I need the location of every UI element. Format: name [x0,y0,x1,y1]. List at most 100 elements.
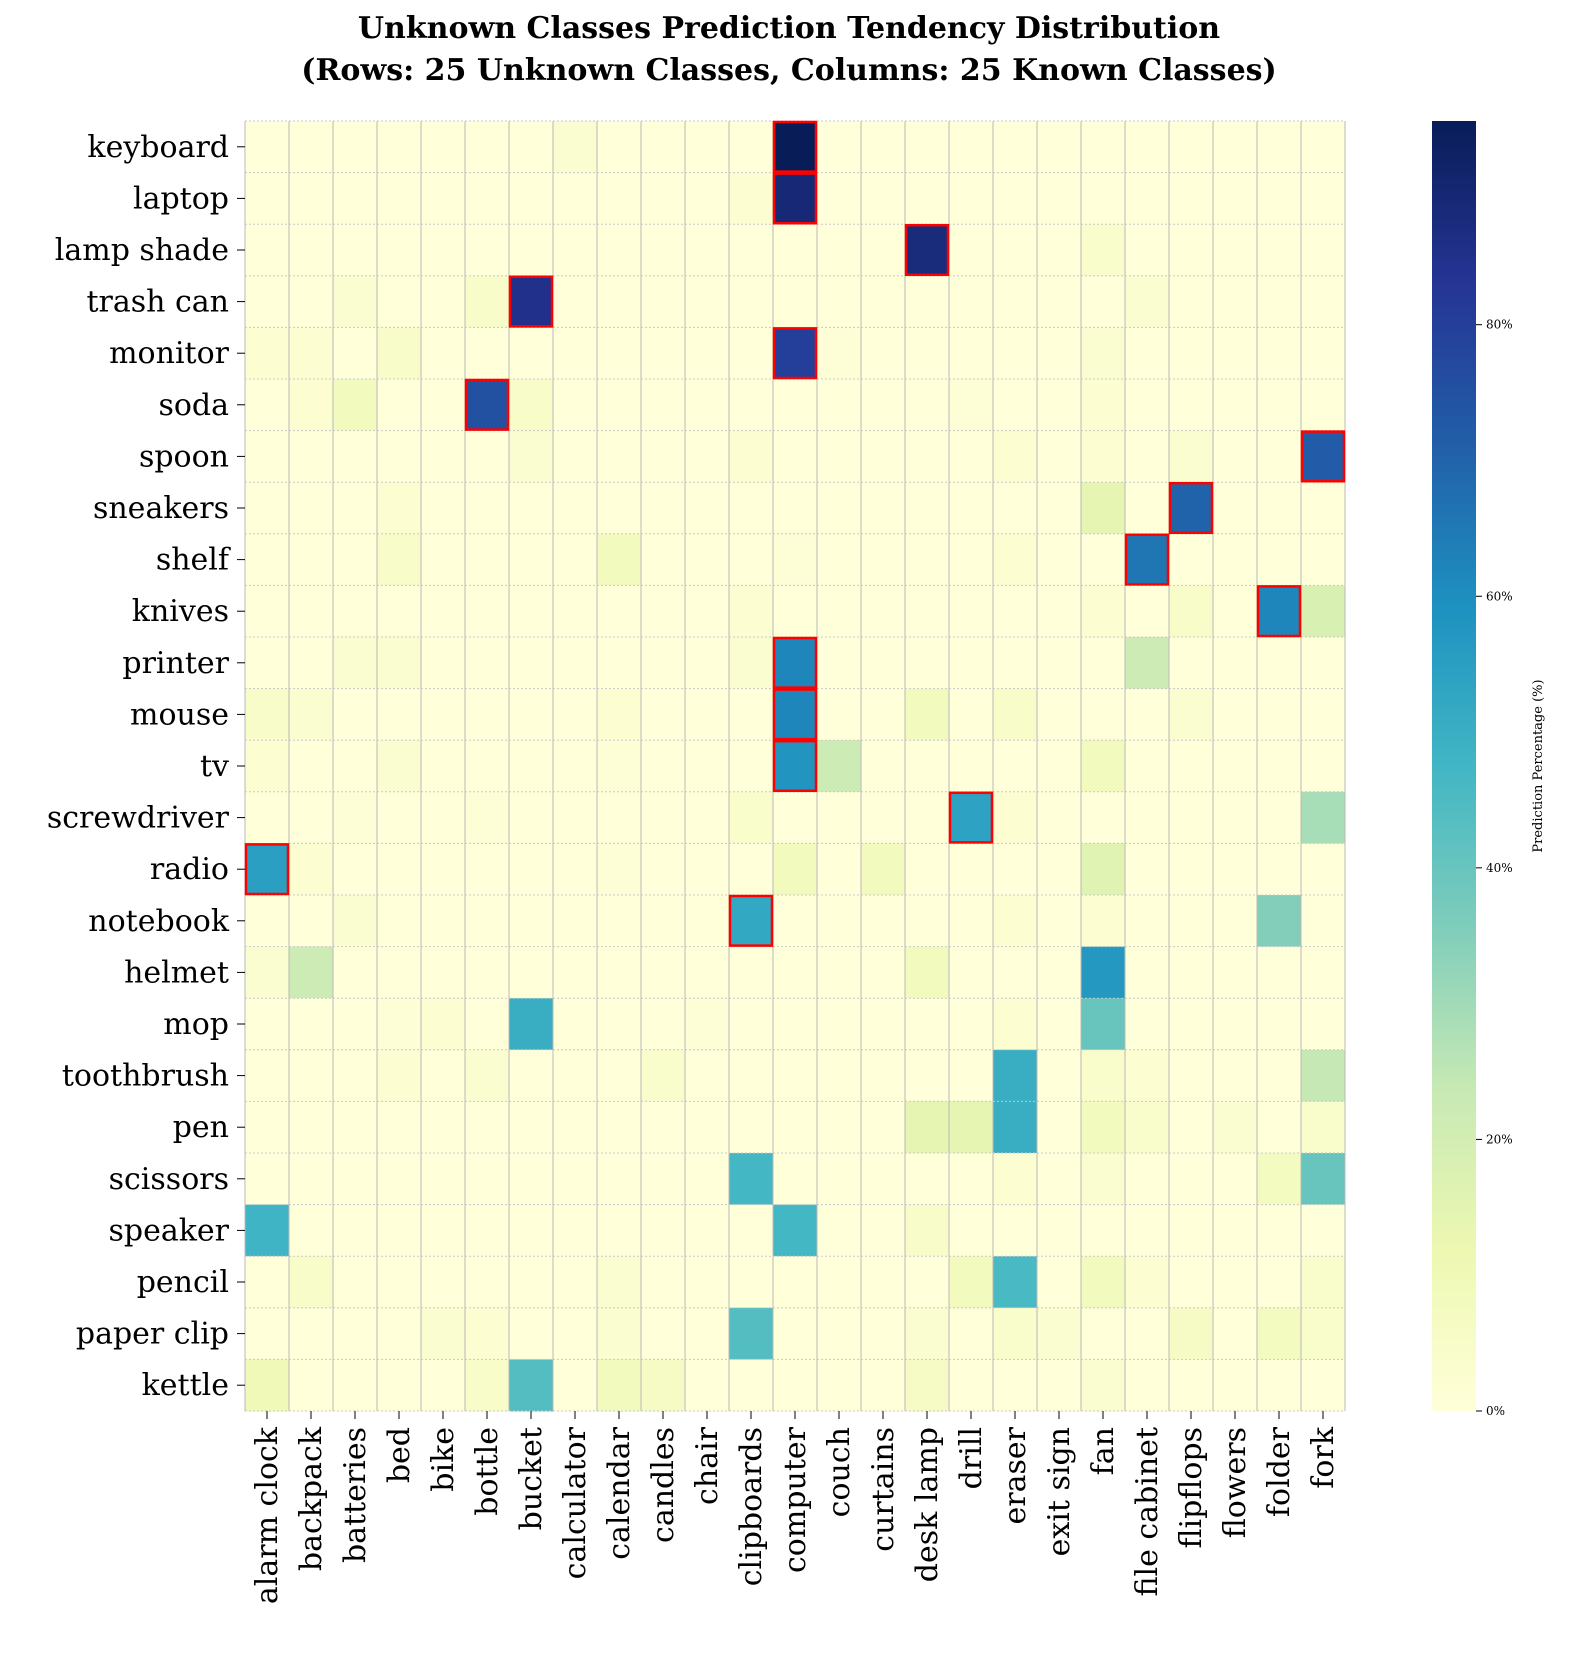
heatmap-cell [641,1204,686,1257]
heatmap-cell [1301,121,1346,174]
heatmap-cell [421,275,466,328]
column-label: candles [646,1427,681,1543]
heatmap-cell [421,946,466,999]
column-label: backpack [294,1426,329,1571]
heatmap-cell [245,1256,290,1309]
heatmap-cell [993,688,1038,741]
heatmap-cell [773,1359,818,1412]
heatmap-cell [949,843,994,896]
column-labels: alarm clock backpack batteries bed bike bottl… [250,1411,1341,1604]
heatmap-cell [729,533,774,586]
heatmap-cell [377,533,422,586]
heatmap-cell [465,1101,510,1154]
row-label: kettle [142,1368,229,1403]
row-label: trash can [86,285,229,320]
heatmap-cell [421,585,466,638]
heatmap-cell [773,327,818,380]
heatmap-cell [1169,275,1214,328]
heatmap-cell [641,275,686,328]
heatmap-cell [861,688,906,741]
heatmap-cell [333,637,378,690]
heatmap-cell [817,379,862,432]
heatmap-cell [245,946,290,999]
heatmap-cell [333,379,378,432]
heatmap-cell [685,482,730,535]
column-label: couch [822,1427,857,1517]
heatmap-cell [1257,1101,1302,1154]
row-label: soda [158,388,229,423]
heatmap-cell [1169,379,1214,432]
heatmap-cell [861,585,906,638]
heatmap-cell [421,1204,466,1257]
colorbar-tick-label: 80% [1486,318,1513,332]
heatmap-cell [553,688,598,741]
row-label: speaker [108,1213,229,1248]
heatmap-cell [1169,740,1214,793]
heatmap-cell [245,637,290,690]
heatmap-cell [333,533,378,586]
heatmap-cell [553,740,598,793]
heatmap-cell [377,791,422,844]
heatmap-cell [509,379,554,432]
colorbar-label: Prediction Percentage (%) [1531,679,1546,852]
heatmap-cell [1213,1101,1258,1154]
heatmap-cell [289,482,334,535]
heatmap-cell [905,1307,950,1360]
heatmap-cell [1037,430,1082,483]
row-label: sneakers [93,491,229,526]
column-label: desk lamp [910,1427,945,1582]
heatmap-cell [289,1359,334,1412]
heatmap-cell [553,843,598,896]
heatmap-cell [333,482,378,535]
heatmap-cell [509,533,554,586]
heatmap-cell [1037,688,1082,741]
column-label: computer [778,1426,813,1573]
heatmap-cell [1213,533,1258,586]
heatmap-cell [553,1153,598,1206]
heatmap-cell [1169,224,1214,277]
heatmap-cell [773,533,818,586]
heatmap-cell [1125,688,1170,741]
heatmap-cell [905,740,950,793]
heatmap-cell [1213,843,1258,896]
heatmap-cell [1169,585,1214,638]
heatmap-cell [333,275,378,328]
highlight-box [508,275,554,328]
heatmap-cell [465,740,510,793]
row-label: spoon [139,439,229,474]
heatmap-cell [1257,121,1302,174]
heatmap-cell [817,688,862,741]
heatmap-cell [905,998,950,1051]
highlight-box [1300,430,1346,483]
heatmap-cell [905,843,950,896]
heatmap-cell [861,791,906,844]
heatmap-cell [377,740,422,793]
heatmap-cell [905,1256,950,1309]
heatmap-cell [1125,1307,1170,1360]
heatmap-cell [1257,327,1302,380]
heatmap-cell [1081,430,1126,483]
heatmap-cell [509,998,554,1051]
heatmap-cell [1169,482,1214,535]
heatmap-cell [861,327,906,380]
heatmap-cell [333,1153,378,1206]
highlight-box [772,636,818,689]
heatmap-cell [289,327,334,380]
heatmap-cell [1125,740,1170,793]
heatmap-cell [465,895,510,948]
heatmap-cell [861,1153,906,1206]
heatmap-cell [333,1307,378,1360]
heatmap-cell [597,585,642,638]
heatmap-cell [817,946,862,999]
colorbar-gradient [1432,121,1476,1411]
heatmap-cell [861,843,906,896]
heatmap-cell [1301,1153,1346,1206]
heatmap-cell [1213,1153,1258,1206]
heatmap-cell [1081,843,1126,896]
column-label: bed [382,1427,417,1483]
highlight-box [1256,585,1302,638]
heatmap-cell [1301,1256,1346,1309]
heatmap-cell [1125,1204,1170,1257]
heatmap-cell [993,895,1038,948]
heatmap-cell [289,1256,334,1309]
